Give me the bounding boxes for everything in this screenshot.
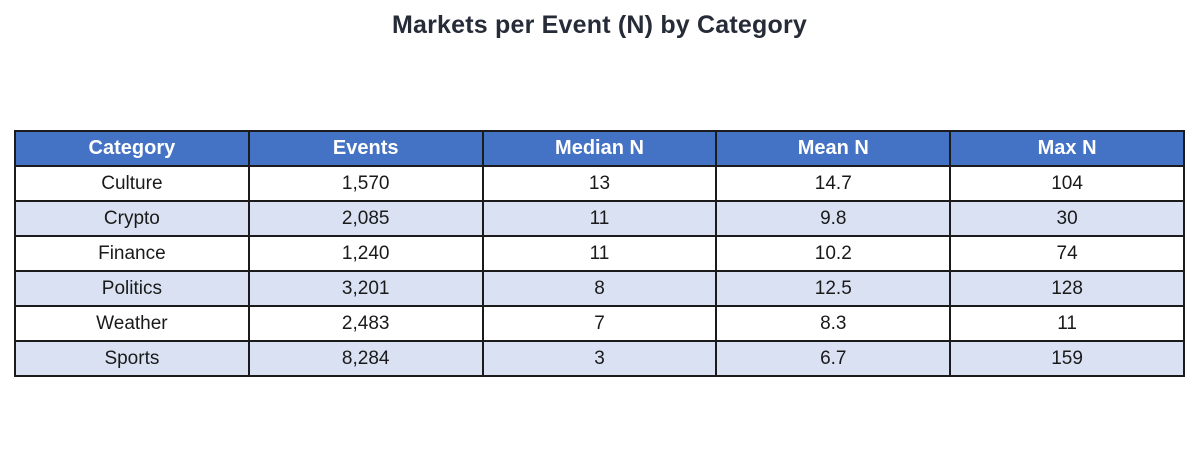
table-row-politics: Politics 3,201 8 12.5 128 <box>14 270 1185 307</box>
category-cell: Sports <box>14 340 250 377</box>
table-header: Category Events Median N Mean N Max N <box>14 130 1185 167</box>
table-cell: 2,483 <box>247 305 484 342</box>
column-header-category: Category <box>14 130 250 167</box>
table-row-sports: Sports 8,284 3 6.7 159 <box>14 340 1185 377</box>
category-cell: Weather <box>14 305 250 342</box>
table-header-row: Category Events Median N Mean N Max N <box>14 130 1185 167</box>
category-cell: Crypto <box>14 200 250 237</box>
category-cell: Finance <box>14 235 250 272</box>
table-row-finance: Finance 1,240 11 10.2 74 <box>14 235 1185 272</box>
chart-title: Markets per Event (N) by Category <box>391 11 808 39</box>
table-cell: 13 <box>481 165 718 202</box>
table-cell: 1,240 <box>247 235 484 272</box>
table-cell: 2,085 <box>247 200 484 237</box>
table-row-culture: Culture 1,570 13 14.7 104 <box>14 165 1185 202</box>
table-cell: 11 <box>949 305 1185 342</box>
table-cell: 3,201 <box>247 270 484 307</box>
category-cell: Culture <box>14 165 250 202</box>
table-cell: 8 <box>481 270 718 307</box>
markets-per-event-table-container: Category Events Median N Mean N Max N Cultur… <box>14 130 1185 377</box>
table-cell: 1,570 <box>247 165 484 202</box>
table-cell: 14.7 <box>715 165 952 202</box>
table-cell: 30 <box>949 200 1185 237</box>
column-header-events: Events <box>247 130 484 167</box>
table-cell: 12.5 <box>715 270 952 307</box>
table-cell: 6.7 <box>715 340 952 377</box>
column-header-median-n: Median N <box>481 130 718 167</box>
table-row-weather: Weather 2,483 7 8.3 11 <box>14 305 1185 342</box>
column-header-mean-n: Mean N <box>715 130 952 167</box>
table-cell: 8.3 <box>715 305 952 342</box>
table-body: Culture 1,570 13 14.7 104 Crypto 2,085 11 9.8 30 F… <box>14 165 1185 377</box>
table-cell: 11 <box>481 200 718 237</box>
table-cell: 8,284 <box>247 340 484 377</box>
table-cell: 128 <box>949 270 1185 307</box>
table-row-crypto: Crypto 2,085 11 9.8 30 <box>14 200 1185 237</box>
table-cell: 9.8 <box>715 200 952 237</box>
column-header-max-n: Max N <box>949 130 1185 167</box>
category-cell: Politics <box>14 270 250 307</box>
table-cell: 159 <box>949 340 1185 377</box>
table-cell: 74 <box>949 235 1185 272</box>
table-cell: 10.2 <box>715 235 952 272</box>
table-cell: 7 <box>481 305 718 342</box>
table-cell: 11 <box>481 235 718 272</box>
markets-per-event-table: Category Events Median N Mean N Max N Cultur… <box>14 130 1185 377</box>
table-cell: 3 <box>481 340 718 377</box>
table-cell: 104 <box>949 165 1185 202</box>
